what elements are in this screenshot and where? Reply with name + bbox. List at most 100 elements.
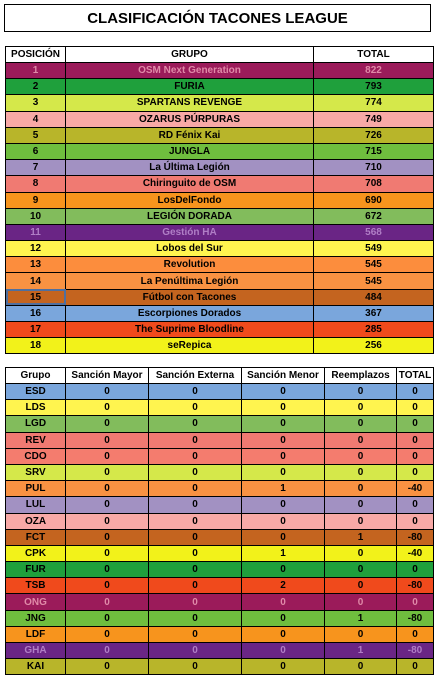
group-code-cell[interactable]: TSB	[5, 577, 66, 595]
sancion-mayor-cell[interactable]: 0	[65, 609, 149, 627]
reemplazos-cell[interactable]: 0	[324, 625, 397, 644]
reemplazos-cell[interactable]: 0	[324, 382, 397, 401]
group-cell[interactable]: LosDelFondo	[65, 191, 314, 209]
group-cell[interactable]: Fútbol con Tacones	[65, 288, 314, 306]
reemplazos-cell[interactable]: 0	[324, 512, 397, 530]
sancion-externa-cell[interactable]: 0	[148, 577, 242, 595]
reemplazos-cell[interactable]: 0	[324, 431, 397, 449]
sancion-menor-cell[interactable]: 0	[241, 658, 325, 675]
penalty-total-cell[interactable]: 0	[396, 382, 434, 401]
sancion-externa-cell[interactable]: 0	[148, 382, 242, 401]
group-cell[interactable]: Revolution	[65, 256, 314, 274]
sancion-mayor-cell[interactable]: 0	[65, 658, 149, 675]
group-cell[interactable]: OSM Next Generation	[65, 61, 314, 80]
total-cell[interactable]: 256	[313, 337, 434, 355]
penalty-total-cell[interactable]: -40	[396, 544, 434, 563]
sancion-menor-cell[interactable]: 0	[241, 561, 325, 579]
group-code-cell[interactable]: LDF	[5, 625, 66, 644]
sancion-mayor-cell[interactable]: 0	[65, 625, 149, 644]
sancion-menor-cell[interactable]: 1	[241, 480, 325, 498]
sancion-menor-cell[interactable]: 0	[241, 609, 325, 627]
total-cell[interactable]: 774	[313, 94, 434, 112]
position-cell[interactable]: 17	[5, 320, 66, 339]
position-cell[interactable]: 16	[5, 304, 66, 323]
reemplazos-cell[interactable]: 0	[324, 463, 397, 482]
group-cell[interactable]: SPARTANS REVENGE	[65, 94, 314, 112]
reemplazos-cell[interactable]: 0	[324, 593, 397, 611]
group-code-cell[interactable]: SRV	[5, 463, 66, 482]
sancion-menor-cell[interactable]: 0	[241, 415, 325, 433]
penalty-total-cell[interactable]: 0	[396, 658, 434, 675]
penalty-total-cell[interactable]: 0	[396, 625, 434, 644]
group-cell[interactable]: La Penúltima Legión	[65, 272, 314, 290]
group-code-cell[interactable]: LUL	[5, 496, 66, 514]
penalty-total-cell[interactable]: 0	[396, 561, 434, 579]
position-cell[interactable]: 5	[5, 126, 66, 144]
penalty-total-cell[interactable]: -80	[396, 609, 434, 627]
position-cell[interactable]: 9	[5, 191, 66, 209]
group-code-cell[interactable]: REV	[5, 431, 66, 449]
group-code-cell[interactable]: KAI	[5, 658, 66, 675]
penalty-total-cell[interactable]: 0	[396, 415, 434, 433]
total-cell[interactable]: 749	[313, 110, 434, 128]
penalty-total-cell[interactable]: 0	[396, 447, 434, 465]
sancion-menor-cell[interactable]: 2	[241, 577, 325, 595]
group-cell[interactable]: Chiringuito de OSM	[65, 175, 314, 193]
sancion-menor-cell[interactable]: 0	[241, 528, 325, 546]
group-code-cell[interactable]: FUR	[5, 561, 66, 579]
sancion-externa-cell[interactable]: 0	[148, 480, 242, 498]
sancion-externa-cell[interactable]: 0	[148, 593, 242, 611]
reemplazos-cell[interactable]: 0	[324, 658, 397, 675]
group-cell[interactable]: RD Fénix Kai	[65, 126, 314, 144]
group-cell[interactable]: LEGIÓN DORADA	[65, 207, 314, 225]
sancion-externa-cell[interactable]: 0	[148, 463, 242, 482]
sancion-menor-cell[interactable]: 0	[241, 382, 325, 401]
sancion-externa-cell[interactable]: 0	[148, 496, 242, 514]
reemplazos-cell[interactable]: 1	[324, 528, 397, 546]
position-cell[interactable]: 11	[5, 223, 66, 242]
sancion-externa-cell[interactable]: 0	[148, 512, 242, 530]
total-cell[interactable]: 708	[313, 175, 434, 193]
penalty-total-cell[interactable]: 0	[396, 431, 434, 449]
sancion-externa-cell[interactable]: 0	[148, 528, 242, 546]
total-cell[interactable]: 484	[313, 288, 434, 306]
group-cell[interactable]: OZARUS PÚRPURAS	[65, 110, 314, 128]
sancion-externa-cell[interactable]: 0	[148, 625, 242, 644]
reemplazos-cell[interactable]: 0	[324, 415, 397, 433]
sancion-mayor-cell[interactable]: 0	[65, 431, 149, 449]
total-cell[interactable]: 715	[313, 142, 434, 161]
penalty-total-cell[interactable]: -80	[396, 528, 434, 546]
total-cell[interactable]: 672	[313, 207, 434, 225]
position-cell[interactable]: 2	[5, 78, 66, 96]
group-cell[interactable]: Lobos del Sur	[65, 240, 314, 258]
sancion-menor-cell[interactable]: 0	[241, 512, 325, 530]
group-cell[interactable]: The Suprime Bloodline	[65, 320, 314, 339]
reemplazos-cell[interactable]: 0	[324, 480, 397, 498]
position-cell[interactable]: 8	[5, 175, 66, 193]
group-code-cell[interactable]: ONG	[5, 593, 66, 611]
sancion-menor-cell[interactable]: 0	[241, 641, 325, 660]
group-cell[interactable]: Gestión HA	[65, 223, 314, 242]
total-cell[interactable]: 545	[313, 272, 434, 290]
sancion-mayor-cell[interactable]: 0	[65, 480, 149, 498]
penalty-total-cell[interactable]: 0	[396, 399, 434, 417]
sancion-mayor-cell[interactable]: 0	[65, 463, 149, 482]
group-code-cell[interactable]: ESD	[5, 382, 66, 401]
sancion-mayor-cell[interactable]: 0	[65, 447, 149, 465]
sancion-mayor-cell[interactable]: 0	[65, 496, 149, 514]
sancion-externa-cell[interactable]: 0	[148, 447, 242, 465]
total-cell[interactable]: 549	[313, 240, 434, 258]
position-cell[interactable]: 3	[5, 94, 66, 112]
group-cell[interactable]: La Última Legión	[65, 159, 314, 177]
total-cell[interactable]: 822	[313, 61, 434, 80]
sancion-mayor-cell[interactable]: 0	[65, 641, 149, 660]
sancion-menor-cell[interactable]: 0	[241, 625, 325, 644]
position-cell[interactable]: 18	[5, 337, 66, 355]
penalty-total-cell[interactable]: -40	[396, 480, 434, 498]
reemplazos-cell[interactable]: 1	[324, 641, 397, 660]
group-code-cell[interactable]: PUL	[5, 480, 66, 498]
total-cell[interactable]: 793	[313, 78, 434, 96]
group-cell[interactable]: seRepica	[65, 337, 314, 355]
group-code-cell[interactable]: LDS	[5, 399, 66, 417]
sancion-menor-cell[interactable]: 0	[241, 496, 325, 514]
